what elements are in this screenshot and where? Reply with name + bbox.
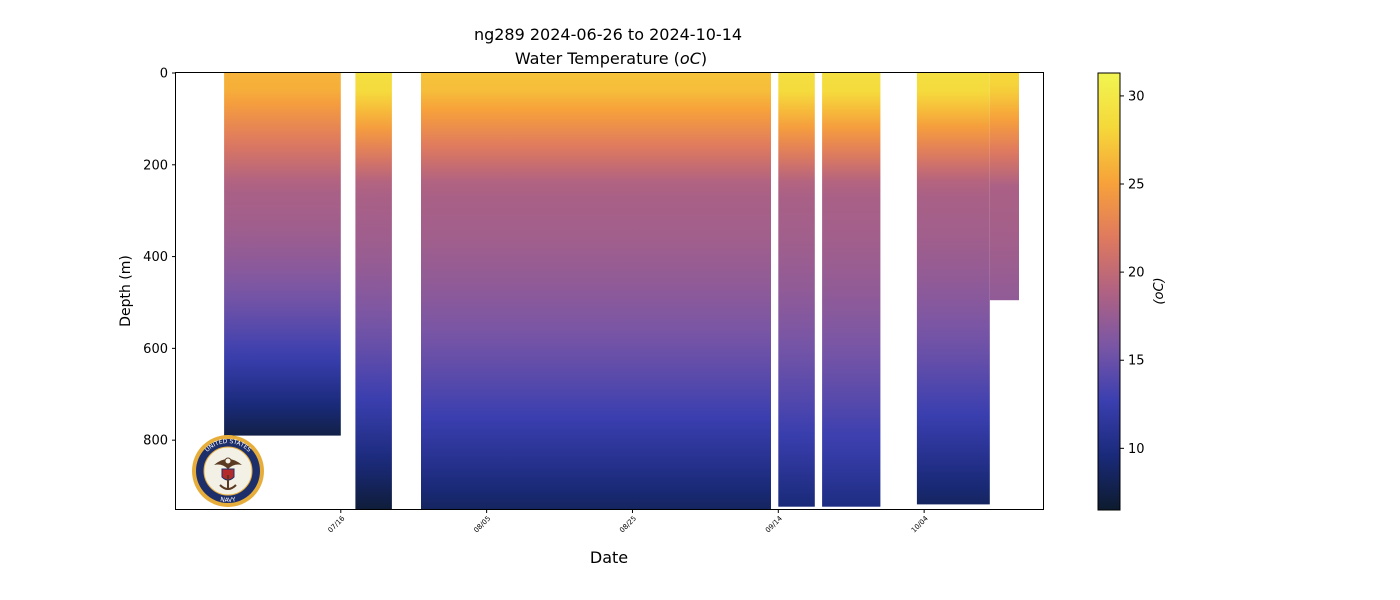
y-tick-label: 200 [143, 158, 168, 173]
x-tick-label: 08/05 [472, 515, 492, 535]
temperature-segment [224, 73, 341, 436]
colorbar-tick-label: 15 [1128, 354, 1145, 369]
temperature-segment [989, 73, 1019, 301]
x-tick-label: 07/16 [327, 514, 347, 534]
x-axis-label: Date [590, 548, 628, 567]
colorbar-label: (oC) [1152, 277, 1167, 304]
logo-text-bottom: NAVY [220, 496, 237, 504]
colorbar-label-unit: oC [1152, 282, 1167, 300]
plot-area [224, 73, 1019, 509]
y-tick-label: 800 [143, 434, 168, 449]
colorbar-tick-label: 30 [1128, 89, 1145, 104]
colorbar-tick-label: 25 [1128, 178, 1145, 193]
chart-title: ng289 2024-06-26 to 2024-10-14 [474, 25, 742, 44]
logo-eagle-head [224, 457, 232, 465]
chart-subtitle-end: ) [701, 49, 707, 68]
y-tick-label: 600 [143, 342, 168, 357]
x-axis: 07/16 08/05 08/25 09/14 10/04 [327, 509, 930, 535]
temperature-segment [355, 73, 392, 509]
temperature-segment [916, 73, 990, 505]
colorbar-label-close: ) [1152, 277, 1167, 283]
logo-anchor [219, 475, 237, 490]
y-tick-label: 400 [143, 250, 168, 265]
x-tick-label: 09/14 [764, 514, 784, 534]
colorbar-tick-label: 20 [1128, 266, 1145, 281]
colorbar-label-open: ( [1152, 299, 1167, 305]
temperature-segment [822, 73, 881, 507]
plot-frame [175, 72, 1044, 510]
colorbar-tick-label: 10 [1128, 442, 1145, 457]
y-axis-label: Depth (m) [118, 255, 134, 327]
y-axis: 0 200 400 600 800 [143, 67, 176, 449]
temperature-segment [778, 73, 815, 507]
colorbar: 10 15 20 25 30 [1097, 72, 1145, 511]
colorbar-gradient [1097, 72, 1121, 511]
temperature-segment [421, 73, 771, 509]
chart-subtitle: Water Temperature (oC) [515, 49, 707, 68]
y-tick-label: 0 [160, 67, 168, 82]
chart-subtitle-unit: oC [680, 49, 702, 68]
x-tick-label: 08/25 [618, 515, 638, 535]
x-tick-label: 10/04 [910, 514, 930, 534]
chart-subtitle-text: Water Temperature ( [515, 49, 680, 68]
